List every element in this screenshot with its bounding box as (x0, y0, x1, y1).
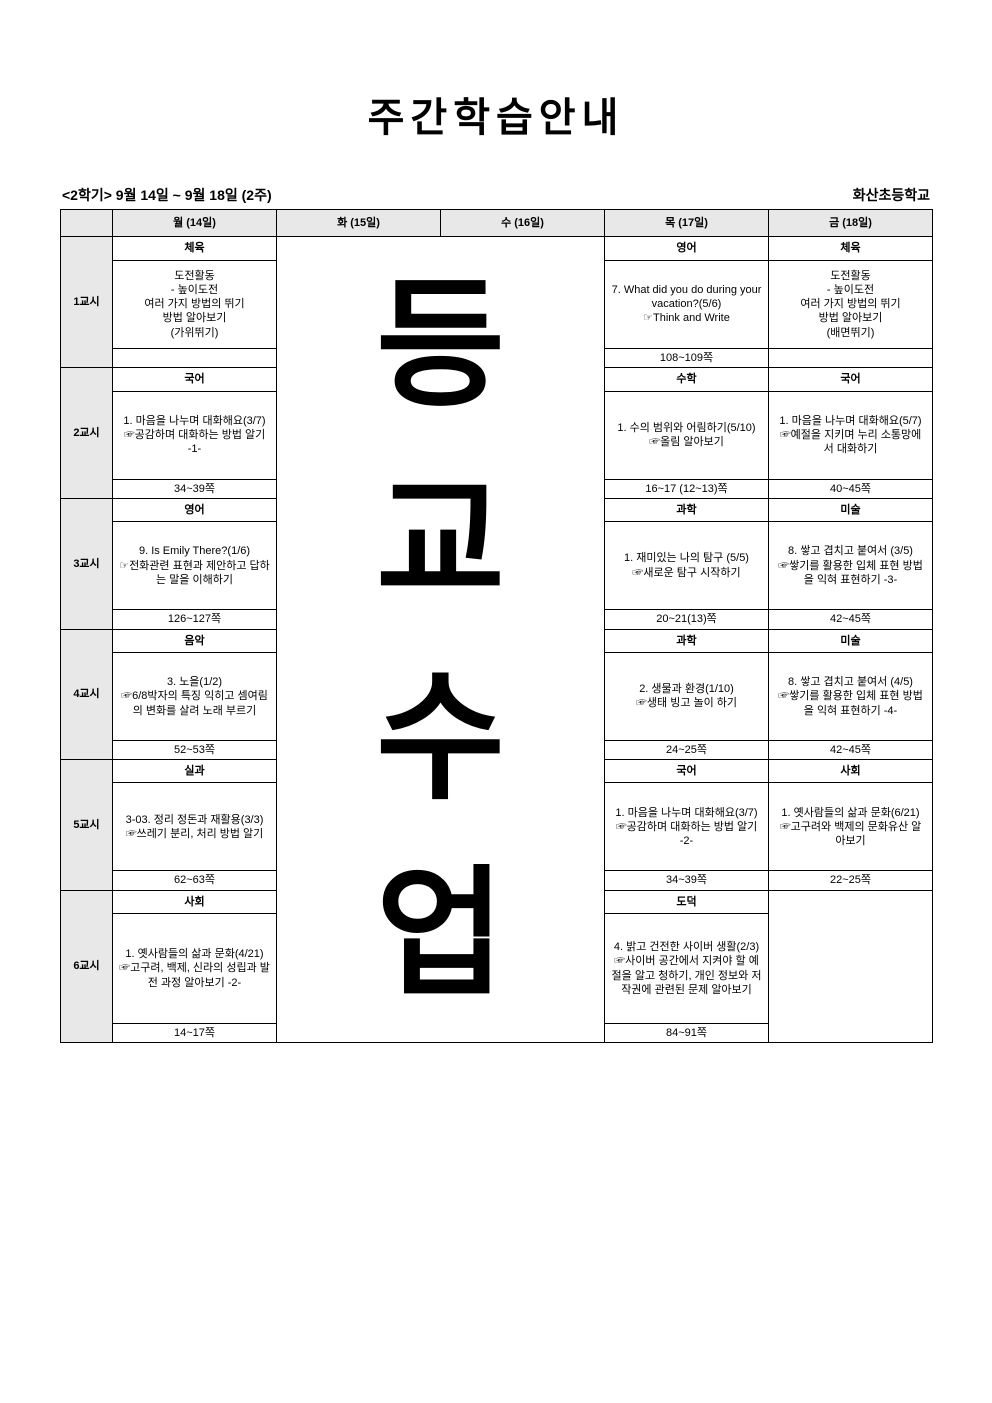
header-row: 월 (14일) 화 (15일) 수 (16일) 목 (17일) 금 (18일) (61, 210, 933, 237)
p2-fri-page: 40~45쪽 (769, 479, 933, 498)
p3-mon-subject: 영어 (113, 498, 277, 521)
p4-fri-subject: 미술 (769, 629, 933, 652)
p3-thu-subject: 과학 (605, 498, 769, 521)
p2-fri-subject: 국어 (769, 368, 933, 391)
p5-mon-subject: 실과 (113, 760, 277, 783)
p3-fri-content: 8. 쌓고 겹치고 붙여서 (3/5)☞쌓기를 활용한 입체 표현 방법을 익혀… (769, 522, 933, 610)
p3-fri-subject: 미술 (769, 498, 933, 521)
p1-thu-subject: 영어 (605, 237, 769, 260)
period-4-label: 4교시 (61, 629, 113, 760)
period-6-label: 6교시 (61, 890, 113, 1043)
p5-thu-content: 1. 마음을 나누며 대화해요(3/7)☞공감하며 대화하는 방법 알기 -2- (605, 783, 769, 871)
header-period (61, 210, 113, 237)
p3-thu-page: 20~21(13)쪽 (605, 610, 769, 629)
p2-mon-content: 1. 마음을 나누며 대화해요(3/7)☞공감하며 대화하는 방법 알기 -1- (113, 391, 277, 479)
p1-thu-page: 108~109쪽 (605, 349, 769, 368)
p4-thu-subject: 과학 (605, 629, 769, 652)
overlay-char-1: 등 (376, 275, 505, 415)
p6-thu-content: 4. 밝고 건전한 사이버 생활(2/3)☞사이버 공간에서 지켜야 할 예절을… (605, 914, 769, 1024)
p4-mon-subject: 음악 (113, 629, 277, 652)
p5-fri-content: 1. 옛사람들의 삶과 문화(6/21)☞고구려와 백제의 문화유산 알아보기 (769, 783, 933, 871)
header-thu: 목 (17일) (605, 210, 769, 237)
p1-mon-content: 도전활동- 높이도전여러 가지 방법의 뛰기방법 알아보기(가위뛰기) (113, 260, 277, 348)
p4-mon-page: 52~53쪽 (113, 740, 277, 759)
table-row: 1교시 체육 등 교 수 업 영어 체육 (61, 237, 933, 260)
tue-wed-merged-block: 등 교 수 업 (277, 237, 605, 1043)
p4-thu-content: 2. 생물과 환경(1/10)☞생태 빙고 놀이 하기 (605, 652, 769, 740)
p5-fri-page: 22~25쪽 (769, 871, 933, 890)
p6-mon-content: 1. 옛사람들의 삶과 문화(4/21)☞고구려, 백제, 신라의 성립과 발전… (113, 914, 277, 1024)
p6-mon-subject: 사회 (113, 890, 277, 913)
p3-mon-content: 9. Is Emily There?(1/6)☞전화관련 표현과 제안하고 답하… (113, 522, 277, 610)
p6-thu-page: 84~91쪽 (605, 1024, 769, 1043)
p1-fri-page (769, 349, 933, 368)
p2-mon-page: 34~39쪽 (113, 479, 277, 498)
document-title: 주간학습안내 (60, 85, 932, 143)
header-fri: 금 (18일) (769, 210, 933, 237)
p1-mon-page (113, 349, 277, 368)
school-name: 화산초등학교 (853, 185, 930, 205)
schedule-table: 월 (14일) 화 (15일) 수 (16일) 목 (17일) 금 (18일) … (60, 209, 933, 1043)
header-mon: 월 (14일) (113, 210, 277, 237)
p3-fri-page: 42~45쪽 (769, 610, 933, 629)
page-container: 주간학습안내 <2학기> 9월 14일 ~ 9월 18일 (2주) 화산초등학교… (0, 0, 992, 1083)
period-5-label: 5교시 (61, 760, 113, 891)
p2-fri-content: 1. 마음을 나누며 대화해요(5/7)☞예절을 지키며 누리 소통망에서 대화… (769, 391, 933, 479)
period-1-label: 1교시 (61, 237, 113, 368)
overlay-char-4: 업 (376, 864, 505, 1004)
p5-fri-subject: 사회 (769, 760, 933, 783)
p6-fri-empty (769, 890, 933, 1043)
p4-mon-content: 3. 노을(1/2)☞6/8박자의 특징 익히고 셈여림의 변화를 살려 노래 … (113, 652, 277, 740)
p1-mon-subject: 체육 (113, 237, 277, 260)
p2-thu-subject: 수학 (605, 368, 769, 391)
overlay-char-3: 수 (376, 668, 505, 808)
p6-thu-subject: 도덕 (605, 890, 769, 913)
p2-thu-content: 1. 수의 범위와 어림하기(5/10)☞올림 알아보기 (605, 391, 769, 479)
p1-fri-content: 도전활동- 높이도전여러 가지 방법의 뛰기방법 알아보기(배면뛰기) (769, 260, 933, 348)
header-wed: 수 (16일) (441, 210, 605, 237)
p4-fri-content: 8. 쌓고 겹치고 붙여서 (4/5)☞쌓기를 활용한 입체 표현 방법을 익혀… (769, 652, 933, 740)
p5-mon-page: 62~63쪽 (113, 871, 277, 890)
p2-mon-subject: 국어 (113, 368, 277, 391)
p3-thu-content: 1. 재미있는 나의 탐구 (5/5)☞새로운 탐구 시작하기 (605, 522, 769, 610)
header-tue: 화 (15일) (277, 210, 441, 237)
overlay-vertical-text: 등 교 수 업 (277, 237, 604, 1042)
semester-week-range: <2학기> 9월 14일 ~ 9월 18일 (2주) (62, 185, 272, 205)
p5-mon-content: 3-03. 정리 정돈과 재활용(3/3)☞쓰레기 분리, 처리 방법 알기 (113, 783, 277, 871)
p2-thu-page: 16~17 (12~13)쪽 (605, 479, 769, 498)
period-2-label: 2교시 (61, 368, 113, 499)
p4-thu-page: 24~25쪽 (605, 740, 769, 759)
p5-thu-subject: 국어 (605, 760, 769, 783)
period-3-label: 3교시 (61, 498, 113, 629)
p3-mon-page: 126~127쪽 (113, 610, 277, 629)
p5-thu-page: 34~39쪽 (605, 871, 769, 890)
meta-row: <2학기> 9월 14일 ~ 9월 18일 (2주) 화산초등학교 (60, 185, 932, 205)
p6-mon-page: 14~17쪽 (113, 1024, 277, 1043)
overlay-char-2: 교 (376, 472, 505, 612)
p1-fri-subject: 체육 (769, 237, 933, 260)
p1-thu-content: 7. What did you do during your vacation?… (605, 260, 769, 348)
p4-fri-page: 42~45쪽 (769, 740, 933, 759)
